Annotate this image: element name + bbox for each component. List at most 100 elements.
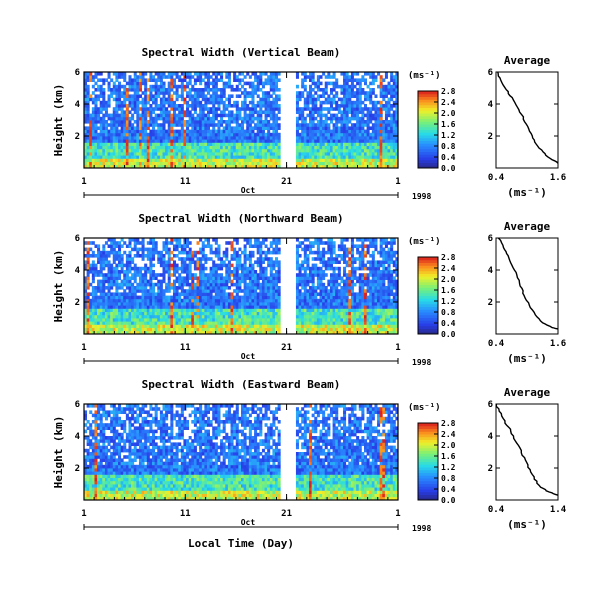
heatmap-cell	[165, 298, 169, 303]
heatmap-cell	[112, 91, 116, 95]
heatmap-cell	[196, 126, 200, 130]
heatmap-cell	[97, 107, 101, 111]
heatmap-cell	[314, 91, 318, 95]
heatmap-cell	[125, 88, 129, 92]
heatmap-cell	[345, 129, 349, 134]
heatmap-cell	[131, 97, 135, 102]
heatmap-cell	[172, 292, 176, 296]
heatmap-cell	[322, 155, 326, 159]
heatmap-cell	[392, 84, 396, 89]
heatmap-cell	[322, 148, 326, 153]
heatmap-cell	[275, 279, 279, 284]
heatmap-cell	[329, 158, 333, 162]
heatmap-cell	[99, 100, 103, 105]
heatmap-cell	[235, 152, 239, 156]
heatmap-cell	[251, 84, 255, 89]
heatmap-cell	[128, 136, 132, 140]
heatmap-cell	[227, 308, 231, 312]
heatmap-cell	[89, 266, 93, 271]
heatmap-cell	[254, 152, 258, 156]
heatmap-cell	[259, 298, 263, 303]
heatmap-cell	[157, 295, 161, 300]
heatmap-cell	[243, 75, 247, 79]
heatmap-cell	[123, 72, 127, 76]
heatmap-cell	[206, 298, 210, 303]
heatmap-cell	[314, 145, 318, 150]
heatmap-cell	[144, 273, 148, 277]
heatmap-cell	[128, 298, 132, 303]
heatmap-cell	[212, 120, 216, 124]
heatmap-cell	[170, 148, 174, 153]
heatmap-cell	[146, 292, 150, 296]
heatmap-cell	[125, 107, 129, 111]
heatmap-cell	[89, 155, 93, 159]
heatmap-cell	[298, 327, 302, 332]
heatmap-cell	[120, 126, 124, 130]
heatmap-cell	[295, 132, 299, 137]
heatmap-cell	[311, 155, 315, 159]
heatmap-cell	[301, 292, 305, 296]
heatmap-cell	[246, 142, 250, 146]
heatmap-cell	[84, 97, 88, 102]
heatmap-cell	[246, 254, 250, 258]
heatmap-cell	[94, 100, 98, 105]
heatmap-cell	[180, 266, 184, 271]
heatmap-cell	[149, 257, 153, 261]
heatmap-cell	[141, 75, 145, 79]
heatmap-cell	[303, 311, 307, 316]
heatmap-cell	[335, 139, 339, 143]
heatmap-cell	[91, 139, 95, 143]
heatmap-cell	[115, 254, 119, 258]
heatmap-cell	[233, 238, 237, 242]
heatmap-cell	[230, 279, 234, 284]
heatmap-cell	[392, 132, 396, 137]
heatmap-cell	[172, 158, 176, 162]
heatmap-cell	[345, 107, 349, 111]
heatmap-cell	[157, 321, 161, 325]
heatmap-cell	[348, 161, 352, 166]
heatmap-cell	[335, 132, 339, 137]
heatmap-cell	[123, 250, 127, 255]
heatmap-cell	[340, 104, 344, 108]
heatmap-cell	[165, 302, 169, 306]
heatmap-cell	[86, 276, 90, 280]
heatmap-cell	[165, 132, 169, 137]
heatmap-cell	[327, 142, 331, 146]
heatmap-cell	[170, 100, 174, 105]
heatmap-cell	[222, 132, 226, 137]
heatmap-cell	[267, 155, 271, 159]
heatmap-cell	[227, 161, 231, 166]
heatmap-cell	[241, 132, 245, 137]
heatmap-cell	[358, 81, 362, 86]
heatmap-cell	[214, 324, 218, 328]
heatmap-cell	[131, 295, 135, 300]
heatmap-cell	[235, 263, 239, 268]
heatmap-cell	[303, 308, 307, 312]
heatmap-cell	[91, 295, 95, 300]
heatmap-cell	[110, 263, 114, 268]
heatmap-cell	[154, 152, 158, 156]
heatmap-cell	[112, 126, 116, 130]
heatmap-cell	[141, 142, 145, 146]
heatmap-cell	[395, 97, 399, 102]
heatmap-cell	[175, 116, 179, 121]
heatmap-cell	[337, 126, 341, 130]
heatmap-cell	[222, 282, 226, 287]
heatmap-cell	[110, 311, 114, 316]
heatmap-cell	[136, 327, 140, 332]
heatmap-cell	[395, 123, 399, 127]
heatmap-cell	[154, 142, 158, 146]
heatmap-cell	[227, 97, 231, 102]
heatmap-cell	[154, 324, 158, 328]
heatmap-cell	[102, 97, 106, 102]
heatmap-cell	[220, 110, 224, 114]
heatmap-cell	[152, 94, 156, 98]
heatmap-cell	[97, 78, 101, 82]
heatmap-cell	[102, 292, 106, 296]
heatmap-cell	[136, 241, 140, 245]
heatmap-cell	[243, 110, 247, 114]
heatmap-cell	[214, 123, 218, 127]
heatmap-cell	[230, 244, 234, 248]
heatmap-cell	[115, 91, 119, 95]
heatmap-cell	[217, 286, 221, 290]
